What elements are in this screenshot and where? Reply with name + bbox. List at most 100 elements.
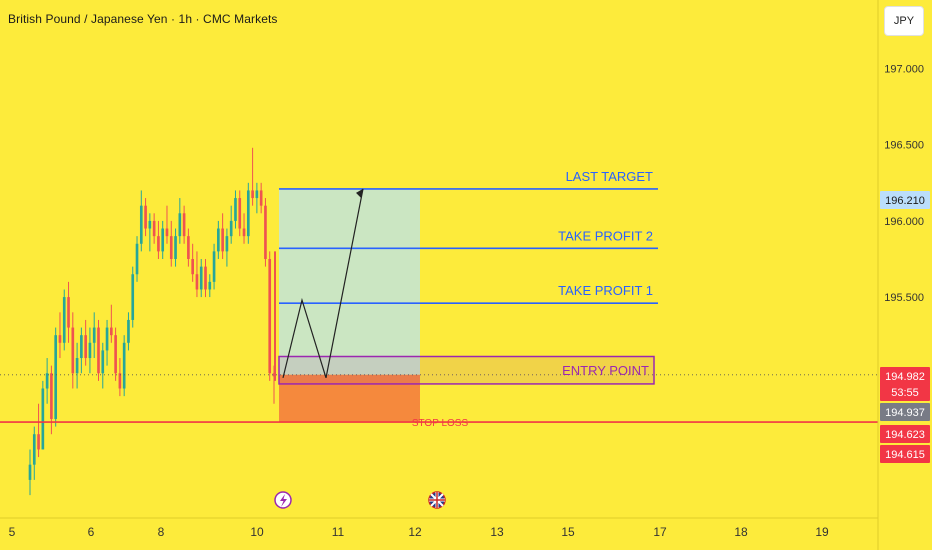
candle	[182, 205, 186, 244]
projection-arrowhead	[356, 188, 363, 198]
candle	[264, 198, 267, 267]
x-tick-label: 18	[734, 525, 748, 539]
x-tick-label: 19	[815, 525, 829, 539]
candle	[97, 319, 100, 381]
candle	[229, 205, 233, 244]
candle	[105, 319, 109, 366]
profit-zone	[279, 188, 420, 375]
lightning-event-icon[interactable]	[274, 491, 292, 509]
candle	[208, 274, 212, 298]
take-profit-1-label: TAKE PROFIT 1	[558, 283, 653, 298]
candle	[58, 312, 62, 359]
candle	[144, 198, 147, 237]
candle	[131, 266, 135, 328]
candle	[174, 228, 177, 267]
projection-path	[282, 188, 364, 379]
candle	[161, 220, 165, 259]
price-badge: 194.982	[880, 367, 930, 385]
candle	[54, 327, 58, 427]
y-tick-label: 195.500	[884, 292, 924, 304]
candle	[268, 251, 272, 381]
candle	[204, 259, 207, 298]
last-target-label: LAST TARGET	[566, 169, 653, 184]
price-badge: 194.615	[880, 445, 930, 463]
candle	[212, 243, 216, 290]
candle	[217, 220, 220, 259]
x-tick-label: 8	[158, 525, 165, 539]
svg-text:53:55: 53:55	[891, 387, 919, 399]
candle	[148, 213, 152, 252]
x-tick-label: 5	[9, 525, 16, 539]
x-tick-label: 11	[332, 525, 345, 539]
price-badge: 194.937	[880, 403, 930, 421]
candle	[67, 281, 70, 343]
candle	[45, 358, 49, 404]
candle	[28, 449, 32, 496]
candle	[118, 358, 122, 397]
x-tick-label: 10	[250, 525, 264, 539]
x-tick-label: 17	[653, 525, 667, 539]
candle	[110, 304, 113, 343]
candle	[139, 190, 143, 252]
candle	[92, 312, 96, 359]
candle	[122, 335, 126, 397]
candle	[221, 213, 224, 259]
candle	[195, 251, 199, 298]
entry-point-label: ENTRY POINT	[562, 363, 649, 378]
uk-flag-event-icon[interactable]	[428, 491, 446, 509]
candle	[135, 236, 139, 282]
y-tick-label: 196.500	[884, 140, 924, 152]
entry-box	[278, 355, 655, 385]
candle	[246, 182, 250, 244]
candle	[127, 312, 130, 351]
currency-button[interactable]: JPY	[884, 6, 924, 36]
candle	[114, 327, 117, 381]
candle	[71, 312, 75, 389]
candle	[242, 213, 246, 244]
candle	[259, 182, 263, 214]
svg-text:194.937: 194.937	[885, 407, 925, 419]
candle	[169, 220, 173, 267]
svg-text:194.615: 194.615	[885, 449, 925, 461]
candle	[88, 327, 92, 374]
candle	[41, 380, 45, 450]
svg-text:194.623: 194.623	[885, 429, 925, 441]
candle	[84, 319, 87, 366]
svg-text:194.982: 194.982	[885, 371, 925, 383]
candle	[191, 243, 194, 282]
candle	[75, 342, 79, 389]
x-tick-label: 6	[88, 525, 95, 539]
chart-title: British Pound / Japanese Yen · 1h · CMC …	[8, 12, 278, 26]
x-tick-label: 13	[490, 525, 504, 539]
y-tick-label: 197.000	[884, 64, 924, 76]
price-badge: 53:55	[880, 383, 930, 401]
x-tick-label: 15	[561, 525, 575, 539]
candle	[199, 259, 203, 298]
candle	[234, 190, 237, 229]
candle	[225, 228, 229, 267]
stop-loss-label: STOP LOSS	[412, 418, 469, 429]
take-profit-2-label: TAKE PROFIT 2	[558, 228, 653, 243]
candle	[152, 213, 156, 244]
candle	[251, 147, 254, 206]
candle	[62, 289, 66, 351]
candle	[157, 220, 160, 259]
price-badge: 194.623	[880, 425, 930, 443]
candle	[101, 342, 105, 389]
y-tick-label: 196.000	[884, 216, 924, 228]
candle	[187, 228, 190, 267]
loss-zone	[279, 374, 420, 423]
candle	[238, 190, 242, 237]
candle	[37, 403, 40, 458]
candle	[165, 205, 169, 244]
x-tick-label: 12	[408, 525, 422, 539]
candle	[32, 426, 36, 480]
price-badge: 196.210	[880, 191, 930, 209]
svg-text:196.210: 196.210	[885, 195, 925, 207]
candle	[178, 198, 182, 244]
candle	[80, 327, 83, 374]
candle	[255, 182, 259, 214]
